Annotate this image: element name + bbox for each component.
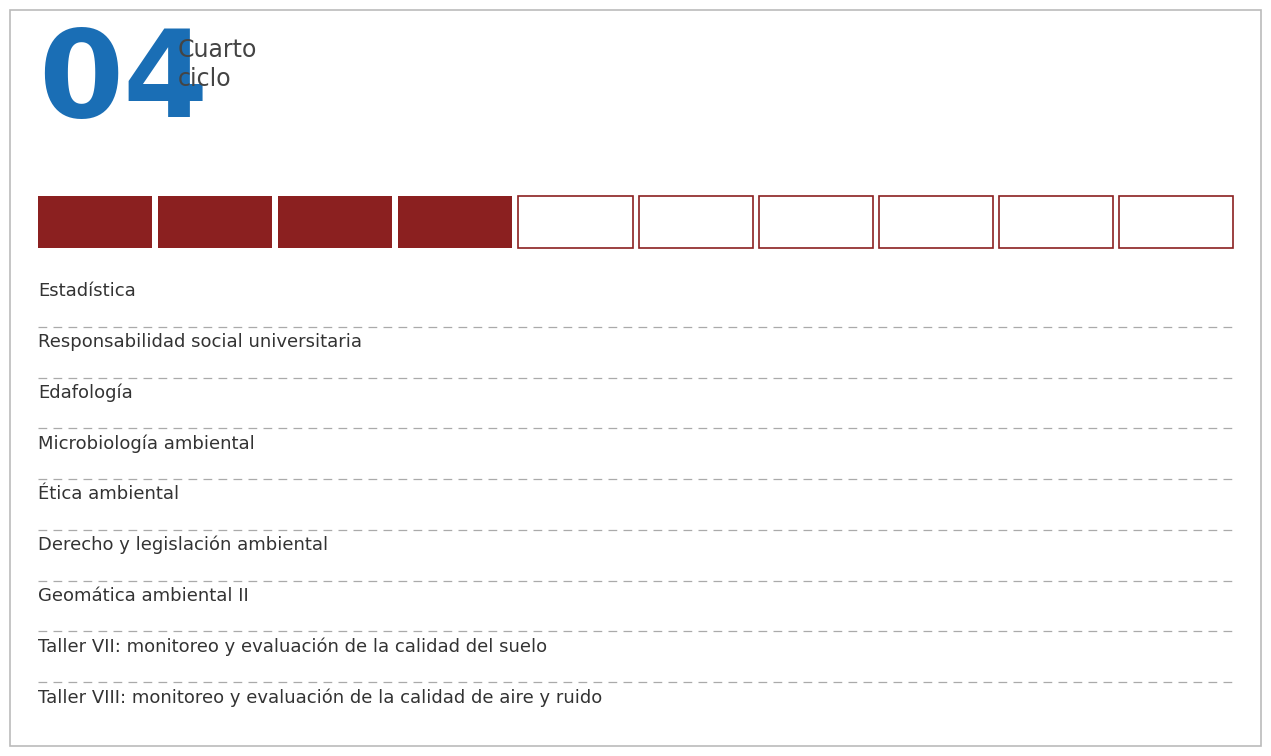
Bar bbox=[999, 196, 1113, 248]
Bar bbox=[878, 196, 993, 248]
Text: Taller VII: monitoreo y evaluación de la calidad del suelo: Taller VII: monitoreo y evaluación de la… bbox=[38, 637, 547, 656]
Text: Edafología: Edafología bbox=[38, 383, 132, 402]
Text: 04: 04 bbox=[38, 25, 208, 142]
Text: Taller VIII: monitoreo y evaluación de la calidad de aire y ruido: Taller VIII: monitoreo y evaluación de l… bbox=[38, 688, 602, 707]
Text: Geomática ambiental II: Geomática ambiental II bbox=[38, 587, 249, 605]
Bar bbox=[398, 196, 512, 248]
Bar bbox=[759, 196, 873, 248]
Bar bbox=[638, 196, 752, 248]
Text: Ética ambiental: Ética ambiental bbox=[38, 485, 179, 503]
Bar bbox=[1118, 196, 1233, 248]
Text: Cuarto
ciclo: Cuarto ciclo bbox=[178, 38, 257, 91]
Text: Derecho y legislación ambiental: Derecho y legislación ambiental bbox=[38, 536, 328, 554]
Bar bbox=[158, 196, 272, 248]
Text: Responsabilidad social universitaria: Responsabilidad social universitaria bbox=[38, 333, 362, 351]
Text: Estadística: Estadística bbox=[38, 282, 136, 300]
Bar bbox=[519, 196, 633, 248]
Bar bbox=[38, 196, 153, 248]
Bar bbox=[278, 196, 393, 248]
Text: Microbiología ambiental: Microbiología ambiental bbox=[38, 435, 254, 453]
